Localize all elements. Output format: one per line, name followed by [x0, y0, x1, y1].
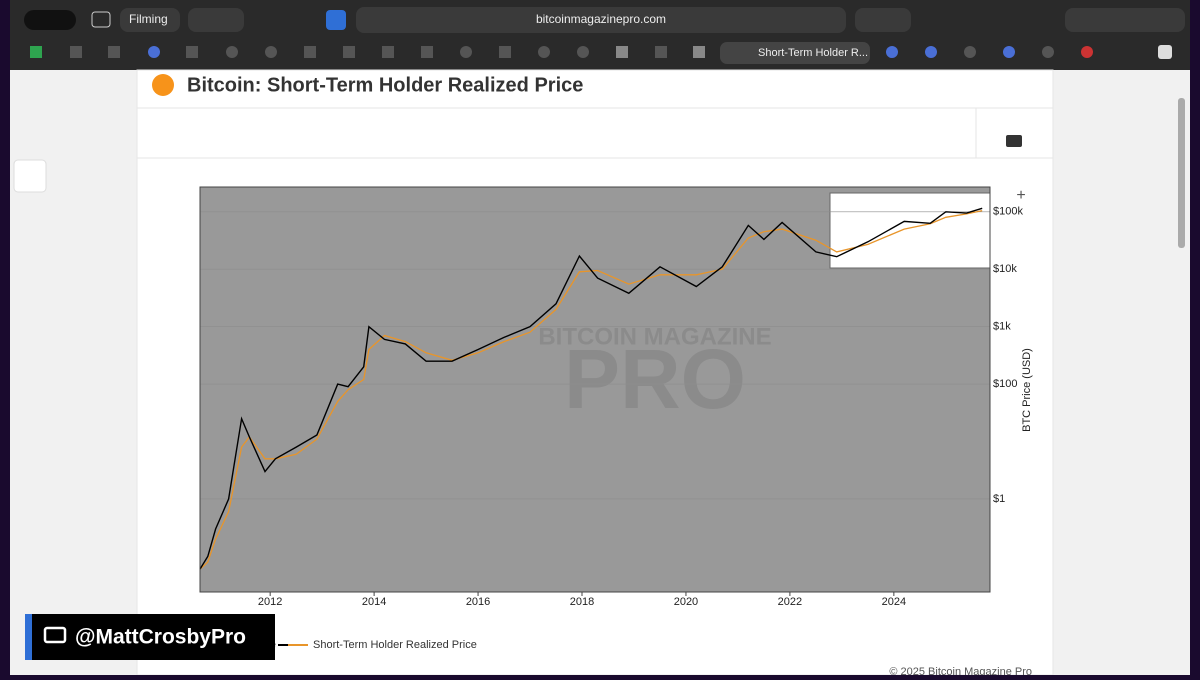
y-axis-label: BTC Price (USD) [1021, 348, 1033, 432]
tab-strip [30, 42, 1172, 64]
x-tick-label: 2014 [362, 596, 386, 608]
tab-icon[interactable] [577, 46, 589, 58]
monitor-icon [43, 626, 67, 644]
tab-icon[interactable] [30, 46, 42, 58]
tab-icon[interactable] [1081, 46, 1093, 58]
tab-icon[interactable] [925, 46, 937, 58]
tab-icon[interactable] [1158, 45, 1172, 59]
legend-label: Short-Term Holder Realized Price [313, 639, 477, 651]
tab-icon[interactable] [616, 46, 628, 58]
x-tick-label: 2022 [778, 596, 802, 608]
x-tick-label: 2024 [882, 596, 906, 608]
sidebar-toggle[interactable] [13, 159, 47, 193]
tab-icon[interactable] [226, 46, 238, 58]
tab-icon[interactable] [304, 46, 316, 58]
camera-button[interactable] [1006, 135, 1022, 147]
tab-icon[interactable] [1003, 46, 1015, 58]
plot-border [199, 186, 991, 593]
scrollbar [1178, 98, 1185, 248]
line-series [199, 209, 983, 570]
tab-icon[interactable] [343, 46, 355, 58]
tab-icon[interactable] [382, 46, 394, 58]
y-tick-label: $10k [993, 263, 1017, 275]
x-tick-label: 2012 [258, 596, 282, 608]
tab-icon[interactable] [1042, 46, 1054, 58]
tab-icon[interactable] [265, 46, 277, 58]
tab-icon[interactable] [108, 46, 120, 58]
active-tab[interactable] [720, 42, 870, 64]
nav-buttons[interactable] [188, 8, 244, 32]
page-title: Bitcoin: Short-Term Holder Realized Pric… [187, 74, 583, 96]
profile-button[interactable] [120, 8, 180, 32]
address-bar[interactable] [356, 7, 846, 33]
tab-icon[interactable] [421, 46, 433, 58]
watermark: BITCOIN MAGAZINE [538, 323, 771, 350]
line-series [199, 207, 983, 570]
tab-icon[interactable] [460, 46, 472, 58]
active-tab-title: Short-Term Holder R... [758, 47, 868, 59]
watermark: PRO [564, 332, 746, 426]
x-tick-label: 2020 [674, 596, 698, 608]
tab-icon[interactable] [538, 46, 550, 58]
tab-icon[interactable] [964, 46, 976, 58]
profile: Filming [129, 12, 168, 26]
tab-icon[interactable] [70, 46, 82, 58]
overlay-box [25, 614, 275, 660]
tabs-button[interactable] [91, 11, 111, 28]
x-tick-label: 2018 [570, 596, 594, 608]
shield[interactable] [326, 10, 346, 30]
copyright: © 2025 Bitcoin Magazine Pro [889, 666, 1032, 675]
tab-icon[interactable] [186, 46, 198, 58]
y-tick-label: $100k [993, 206, 1023, 218]
tab-icon[interactable] [693, 46, 705, 58]
x-tick-label: 2016 [466, 596, 490, 608]
y-tick-label: $1k [993, 321, 1011, 333]
tab-icon[interactable] [499, 46, 511, 58]
handle: @MattCrosbyPro [75, 626, 246, 649]
overlay-accent [25, 614, 32, 660]
actions-right[interactable] [1065, 8, 1185, 32]
y-tick-label: $1 [993, 493, 1005, 505]
sidebar-button[interactable] [24, 10, 76, 30]
zoom-selection[interactable] [829, 192, 991, 269]
tab-icon[interactable] [655, 46, 667, 58]
tab-icon[interactable] [886, 46, 898, 58]
tab-icon[interactable] [148, 46, 160, 58]
actions[interactable] [855, 8, 911, 32]
zoom-handle[interactable]: + [1016, 187, 1025, 204]
y-tick-label: $100 [993, 378, 1017, 390]
bitcoin-logo [152, 74, 174, 96]
url: bitcoinmagazinepro.com [536, 12, 666, 26]
